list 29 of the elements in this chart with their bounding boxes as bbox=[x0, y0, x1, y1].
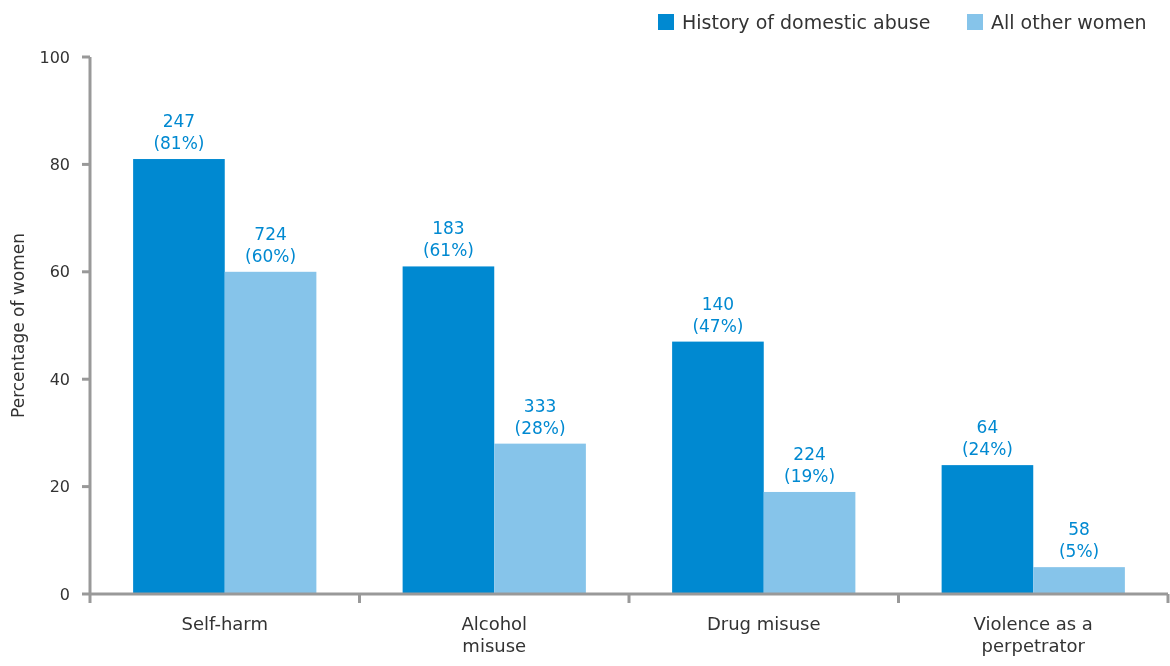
x-tick-label: Violence as a perpetrator bbox=[973, 613, 1093, 656]
y-tick-label: 100 bbox=[39, 47, 70, 67]
bar bbox=[763, 491, 856, 594]
legend-label: History of domestic abuse bbox=[682, 10, 931, 33]
data-label: 724 (60%) bbox=[245, 223, 297, 266]
y-tick-label: 60 bbox=[49, 262, 70, 282]
x-tick-label: Alcohol misuse bbox=[461, 613, 528, 656]
bar bbox=[402, 266, 495, 594]
data-label: 224 (19%) bbox=[784, 443, 836, 486]
bar bbox=[941, 465, 1034, 594]
data-label: 58 (5%) bbox=[1058, 519, 1100, 562]
y-tick-label: 40 bbox=[49, 369, 70, 389]
data-label: 64 (24%) bbox=[961, 417, 1013, 460]
x-tick-label: Drug misuse bbox=[706, 613, 821, 634]
bar bbox=[1033, 567, 1125, 594]
y-tick-label: 80 bbox=[49, 155, 70, 174]
data-label: 140 (47%) bbox=[692, 293, 744, 336]
bar bbox=[672, 341, 764, 594]
bar bbox=[494, 443, 586, 594]
legend-label: All other women bbox=[991, 10, 1147, 33]
x-tick-label: Self-harm bbox=[181, 613, 268, 634]
data-label: 333 (28%) bbox=[514, 395, 566, 438]
y-tick-label: 20 bbox=[49, 477, 70, 497]
bar bbox=[224, 271, 317, 594]
data-label: 247 (81%) bbox=[153, 111, 205, 154]
y-tick-label: 0 bbox=[59, 584, 70, 604]
data-label: 183 (61%) bbox=[422, 218, 474, 261]
y-axis-title: Percentage of women bbox=[8, 233, 28, 418]
bar bbox=[133, 159, 225, 594]
